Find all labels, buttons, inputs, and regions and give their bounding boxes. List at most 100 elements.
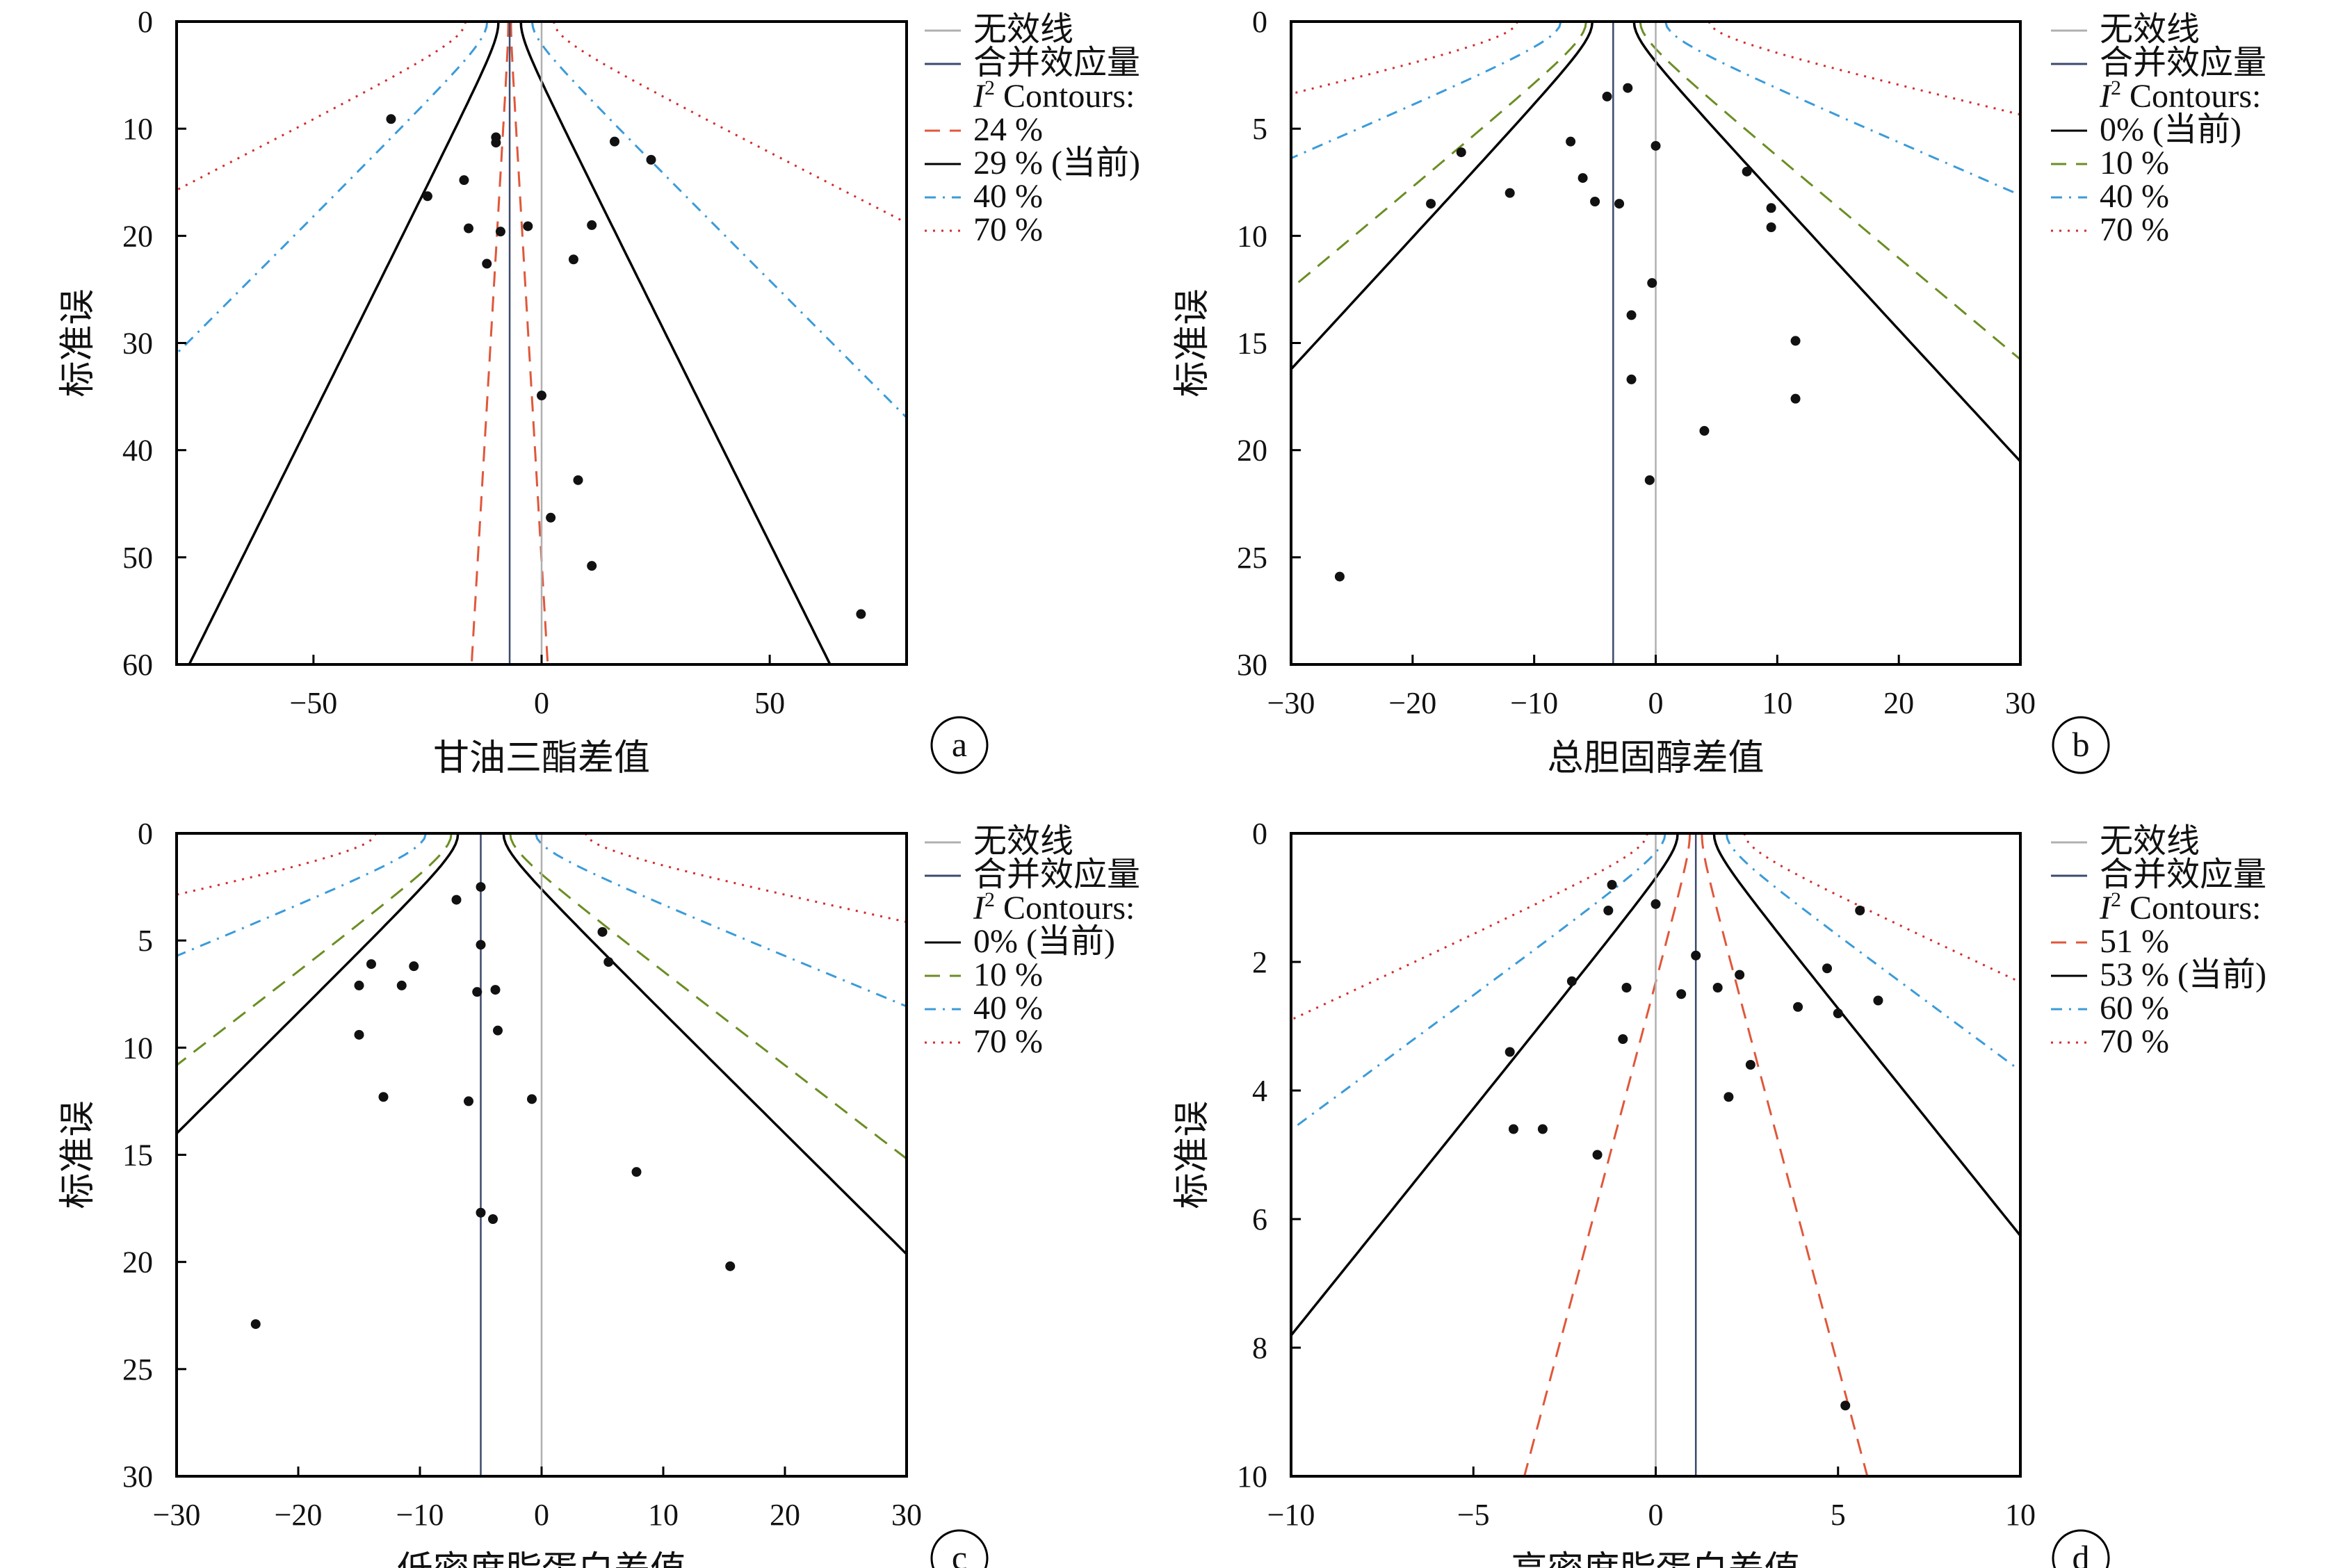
y-axis-title: 标准误	[57, 288, 99, 397]
data-point	[476, 882, 486, 892]
contour-line-right	[530, 22, 907, 419]
data-point	[1578, 173, 1588, 183]
data-point	[1603, 906, 1614, 915]
contour-0	[1523, 833, 1869, 1476]
data-point	[1676, 989, 1687, 999]
data-point	[378, 1092, 389, 1102]
x-tick-label: 30	[2005, 686, 2036, 720]
data-point	[366, 959, 376, 970]
data-point	[1456, 147, 1466, 158]
legend-contour-label: 53 % (当前)	[2100, 956, 2266, 993]
contour-line-left	[1291, 833, 1666, 1132]
y-tick-label: 6	[1252, 1202, 1267, 1236]
data-point	[546, 512, 556, 523]
data-point	[1735, 970, 1745, 980]
y-tick-label: 25	[1237, 541, 1267, 575]
data-point	[354, 980, 364, 990]
y-tick-label: 5	[1252, 112, 1267, 146]
contour-2	[177, 22, 907, 419]
y-tick-label: 0	[138, 5, 153, 39]
panel-label: a	[930, 716, 989, 774]
plot-area	[1291, 833, 2020, 1476]
y-axis-title: 标准误	[1171, 1100, 1213, 1209]
data-point	[1623, 83, 1633, 93]
legend-contour-label: 10 %	[973, 956, 1043, 993]
data-point	[396, 980, 407, 990]
legend-contour-label: 29 % (当前)	[973, 145, 1140, 181]
legend-contour-label: 51 %	[2100, 923, 2169, 960]
legend-null-label: 无效线	[2100, 11, 2200, 48]
contour-line-right	[553, 22, 907, 224]
contour-line-right	[1725, 833, 2020, 1072]
legend-contour-label: 70 %	[973, 211, 1043, 248]
legend-contour-label: 70 %	[973, 1023, 1043, 1060]
contour-line-right	[1639, 22, 2020, 361]
contour-line-left	[1523, 833, 1692, 1476]
x-tick-label: 0	[1648, 686, 1664, 720]
data-point	[476, 940, 486, 950]
legend-contours-title: I2 Contours:	[973, 888, 1135, 926]
contour-line-left	[177, 833, 453, 1067]
data-point	[1626, 374, 1637, 384]
legend-pooled-label: 合并效应量	[973, 44, 1140, 81]
data-point	[597, 926, 608, 937]
legend-pooled-label: 合并效应量	[2100, 856, 2266, 893]
contour-line-left	[177, 22, 489, 355]
legend-contours-title: I2 Contours:	[2099, 76, 2261, 115]
data-point	[1790, 336, 1801, 346]
data-point	[1602, 91, 1612, 101]
contour-line-right	[1708, 22, 2020, 116]
legend-contours-title: I2 Contours:	[973, 76, 1135, 115]
contour-line-right	[535, 833, 907, 1008]
panel-label: c	[930, 1529, 989, 1568]
data-point	[1647, 278, 1657, 288]
x-tick-label: −20	[275, 1498, 323, 1532]
y-tick-label: 10	[1237, 1460, 1267, 1494]
x-axis-title: 低密度脂蛋白差值	[397, 1549, 686, 1568]
contour-line-right	[1743, 833, 2020, 983]
y-tick-label: 8	[1252, 1331, 1267, 1365]
y-tick-label: 0	[1252, 5, 1267, 39]
data-point	[1621, 983, 1632, 993]
contour-line-left	[1291, 22, 1587, 291]
y-tick-label: 10	[122, 1031, 153, 1065]
legend-null-label: 无效线	[973, 11, 1073, 48]
x-tick-label: −10	[1267, 1498, 1315, 1532]
panel-c: 051015202530−30−20−100102030低密度脂蛋白差值标准误无…	[57, 817, 1140, 1568]
contour-line-left	[188, 22, 500, 664]
data-point	[1607, 880, 1617, 890]
data-point	[725, 1261, 736, 1271]
legend-contours-title: I2 Contours:	[2099, 888, 2261, 926]
contour-line-left	[1291, 833, 1648, 1021]
data-point	[610, 136, 619, 147]
data-point	[1766, 203, 1776, 213]
data-point	[1822, 963, 1833, 974]
x-tick-label: −10	[396, 1498, 444, 1532]
panel-label: b	[2052, 716, 2110, 774]
data-point	[1651, 140, 1661, 151]
plot-area	[177, 22, 907, 664]
y-tick-label: 25	[122, 1353, 153, 1387]
contour-line-left	[177, 833, 460, 1136]
y-tick-label: 0	[1252, 817, 1267, 851]
panel-letter: d	[2073, 1538, 2090, 1568]
legend-contour-label: 24 %	[973, 111, 1043, 148]
y-tick-label: 40	[122, 434, 153, 468]
contour-line-right	[1664, 22, 2020, 197]
data-point	[1505, 1047, 1515, 1057]
y-tick-label: 0	[138, 817, 153, 851]
plot-area	[177, 833, 907, 1476]
y-tick-label: 4	[1252, 1074, 1267, 1108]
contour-line-right	[584, 833, 907, 924]
data-point	[1508, 1124, 1518, 1134]
contour-1	[188, 22, 832, 664]
data-point	[464, 1096, 473, 1106]
data-point	[573, 475, 583, 485]
data-point	[587, 220, 597, 230]
contour-line-right	[1632, 22, 2020, 464]
contour-1	[1291, 22, 2020, 361]
data-point	[1537, 1124, 1548, 1134]
data-point	[490, 985, 501, 995]
